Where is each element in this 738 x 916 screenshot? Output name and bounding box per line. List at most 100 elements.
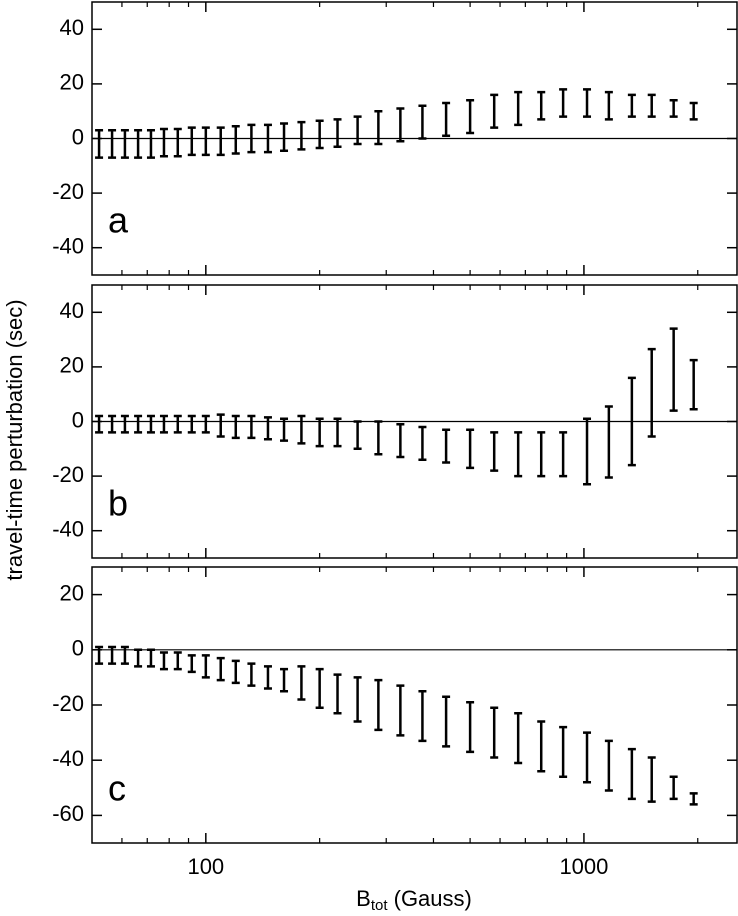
y-tick-label: -20	[52, 691, 84, 716]
error-bar	[187, 414, 196, 434]
error-bar	[627, 93, 636, 118]
error-bar	[514, 431, 523, 478]
error-bar	[396, 107, 405, 143]
error-bar	[263, 665, 272, 690]
error-bar	[159, 651, 168, 671]
error-bar	[418, 104, 427, 140]
error-bar	[559, 431, 568, 478]
error-bar	[280, 122, 289, 153]
y-tick-label: 0	[72, 407, 84, 432]
error-bar	[418, 689, 427, 743]
error-bar	[669, 327, 678, 412]
error-bar	[583, 731, 592, 784]
y-tick-label: -40	[52, 234, 84, 259]
panel-label: c	[108, 768, 126, 809]
error-bar	[263, 123, 272, 154]
error-bar	[201, 414, 210, 434]
error-bar	[514, 712, 523, 765]
error-bar	[396, 684, 405, 737]
error-bar	[647, 93, 656, 118]
y-tick-label: 0	[72, 636, 84, 661]
y-tick-label: 20	[60, 580, 84, 605]
error-bar	[333, 673, 342, 715]
error-bar	[669, 99, 678, 118]
error-bar	[418, 425, 427, 461]
error-bar	[604, 739, 613, 792]
error-bar	[159, 414, 168, 434]
y-tick-label: 40	[60, 15, 84, 40]
x-axis-title-part: B	[356, 886, 371, 911]
error-bar	[108, 645, 117, 665]
y-tick-label: 40	[60, 298, 84, 323]
error-bar	[95, 645, 104, 665]
error-bar	[146, 129, 155, 159]
error-bar	[297, 120, 306, 151]
error-bar	[108, 414, 117, 434]
y-tick-label: 20	[60, 353, 84, 378]
error-bar	[583, 88, 592, 118]
error-bar	[466, 99, 475, 135]
error-bar	[353, 115, 362, 146]
y-tick-label: -40	[52, 517, 84, 542]
error-bar	[490, 706, 499, 759]
error-bar	[559, 725, 568, 779]
y-tick-label: -60	[52, 801, 84, 826]
error-bar	[216, 126, 225, 157]
y-tick-label: -40	[52, 746, 84, 771]
error-bar	[247, 414, 256, 440]
x-axis-title-part: (Gauss)	[388, 886, 472, 911]
error-bar	[669, 775, 678, 801]
error-bar	[333, 118, 342, 148]
error-bar	[442, 101, 451, 138]
error-bar	[466, 700, 475, 754]
y-tick-label: -20	[52, 179, 84, 204]
error-bar	[263, 416, 272, 441]
y-tick-label: -20	[52, 462, 84, 487]
error-bar	[689, 101, 698, 121]
error-bar	[647, 756, 656, 803]
error-bar	[120, 645, 129, 665]
error-bar	[490, 431, 499, 472]
error-bar	[396, 422, 405, 459]
error-bar	[120, 129, 129, 159]
error-bar	[216, 413, 225, 438]
error-bar	[134, 648, 143, 668]
error-bar	[353, 676, 362, 723]
x-tick-label: 100	[187, 854, 224, 879]
error-bar	[689, 358, 698, 411]
panel-label: b	[108, 483, 128, 524]
error-bar	[280, 417, 289, 442]
error-bar	[604, 90, 613, 121]
error-bar	[537, 720, 546, 773]
error-bar	[514, 90, 523, 127]
error-bar	[201, 654, 210, 679]
x-axis-title: Btot (Gauss)	[356, 886, 472, 914]
x-tick-label: 1000	[559, 854, 608, 879]
error-bar	[315, 119, 324, 150]
error-bar	[95, 129, 104, 159]
error-bar	[466, 428, 475, 470]
error-bar	[108, 129, 117, 159]
error-bar	[353, 420, 362, 451]
error-bar	[374, 678, 383, 732]
error-bar	[173, 127, 182, 158]
error-bar	[216, 656, 225, 682]
error-bar	[627, 376, 636, 467]
error-bar	[187, 126, 196, 157]
error-bar	[231, 414, 240, 440]
error-bar	[315, 667, 324, 710]
error-bar	[297, 414, 306, 445]
error-bar	[231, 659, 240, 685]
error-bar	[490, 93, 499, 129]
error-bar	[173, 651, 182, 671]
error-bar	[315, 417, 324, 448]
error-bar	[583, 417, 592, 486]
error-bar	[231, 124, 240, 155]
error-bar	[374, 420, 383, 456]
error-bar	[333, 417, 342, 448]
plot-frame	[91, 566, 738, 844]
error-bar	[689, 792, 698, 806]
y-axis-title: travel-time perturbation (sec)	[2, 299, 27, 580]
error-bar	[442, 428, 451, 464]
